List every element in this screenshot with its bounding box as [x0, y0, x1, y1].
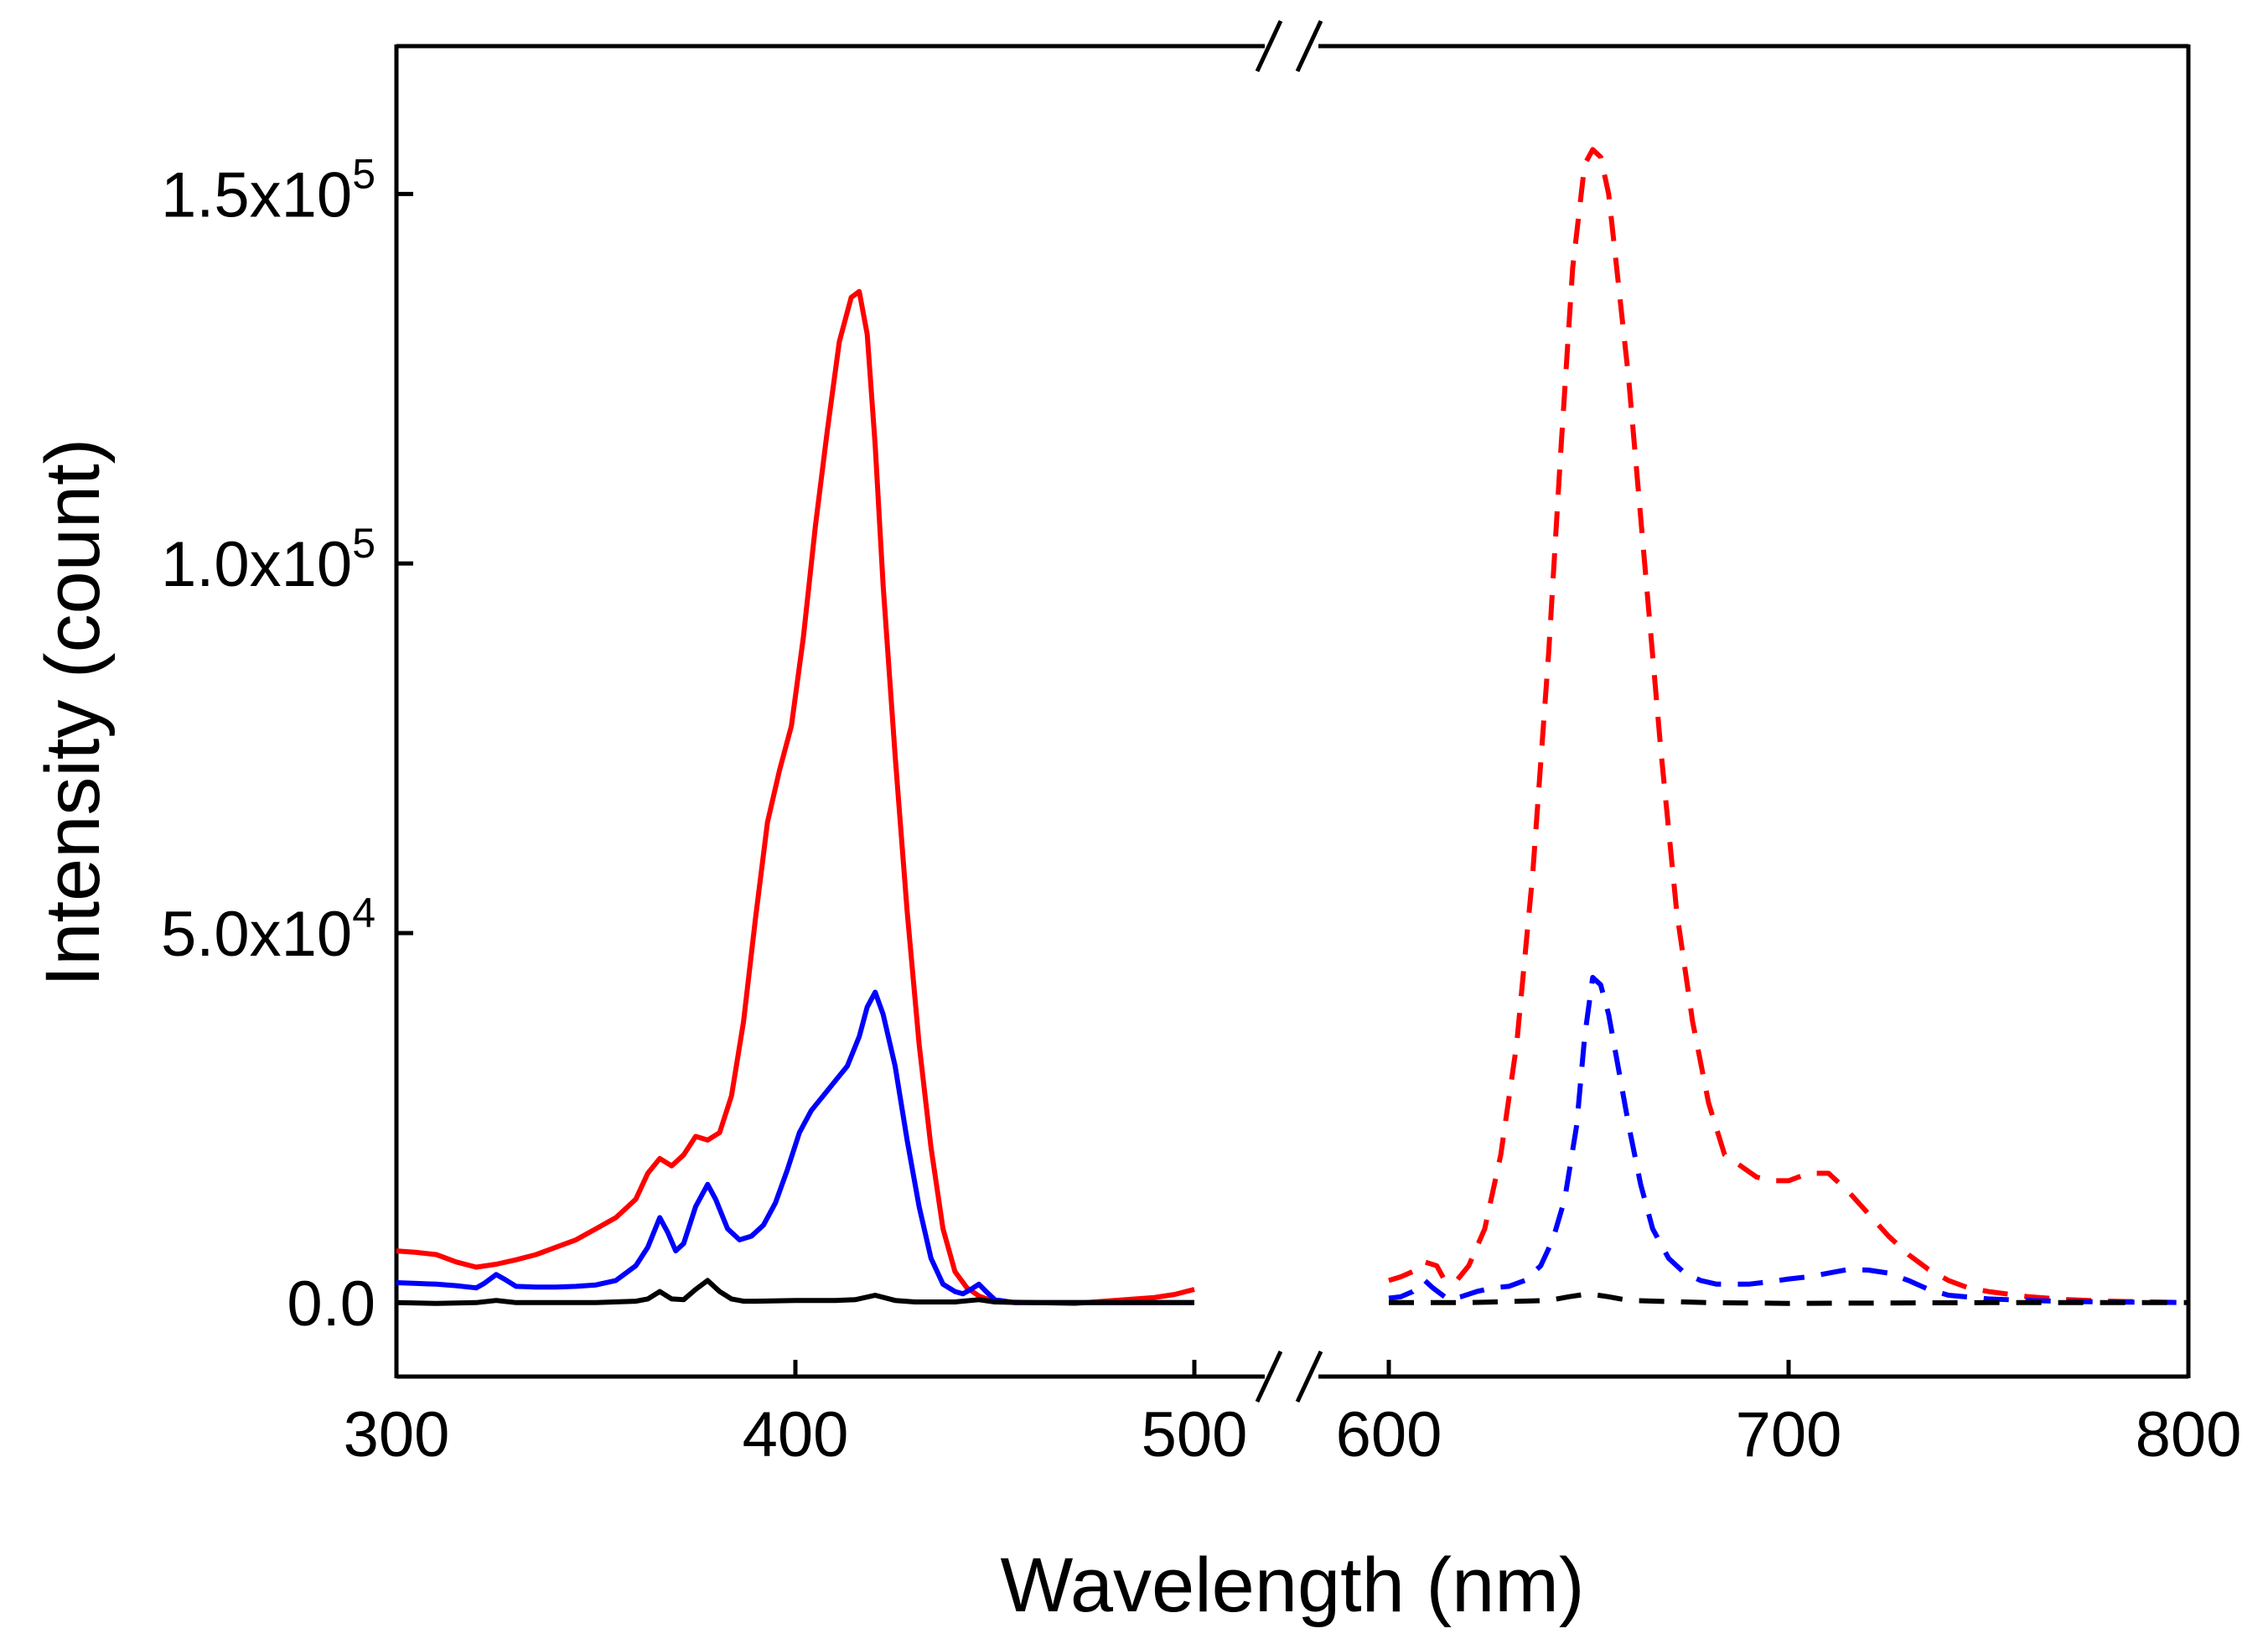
x-tick-label: 800 [2136, 1399, 2242, 1470]
y-tick-label: 5.0x104 [161, 889, 375, 970]
y-axis-label: Intensity (count) [30, 438, 116, 988]
series-line-5 [1388, 974, 2189, 1305]
series-line-2 [396, 989, 1194, 1305]
x-tick-label: 300 [344, 1399, 450, 1470]
axis-break-bottom [1255, 1350, 1323, 1403]
plot-frame [394, 19, 2191, 1403]
series-layer [396, 147, 2189, 1306]
axis-ticks [394, 191, 2191, 1377]
y-tick-label: 1.5x105 [161, 150, 375, 231]
x-tick-label: 400 [743, 1399, 849, 1470]
tick-labels: 300 400 500 600 700 800 0.0 5.0x104 1.0x105 1.5x1… [161, 150, 2241, 1470]
y-tick-label: 1.0x105 [161, 520, 375, 600]
x-tick-label: 600 [1336, 1399, 1442, 1470]
y-tick-label: 0.0 [287, 1268, 375, 1340]
axis-break-top [1255, 19, 1323, 73]
series-line-4 [1388, 147, 2189, 1305]
series-line-3 [396, 1278, 1194, 1306]
x-tick-label: 500 [1142, 1399, 1248, 1470]
series-line-6 [1389, 1291, 2188, 1306]
x-axis-label: Wavelength (nm) [1000, 1543, 1584, 1628]
x-tick-label: 700 [1736, 1399, 1842, 1470]
